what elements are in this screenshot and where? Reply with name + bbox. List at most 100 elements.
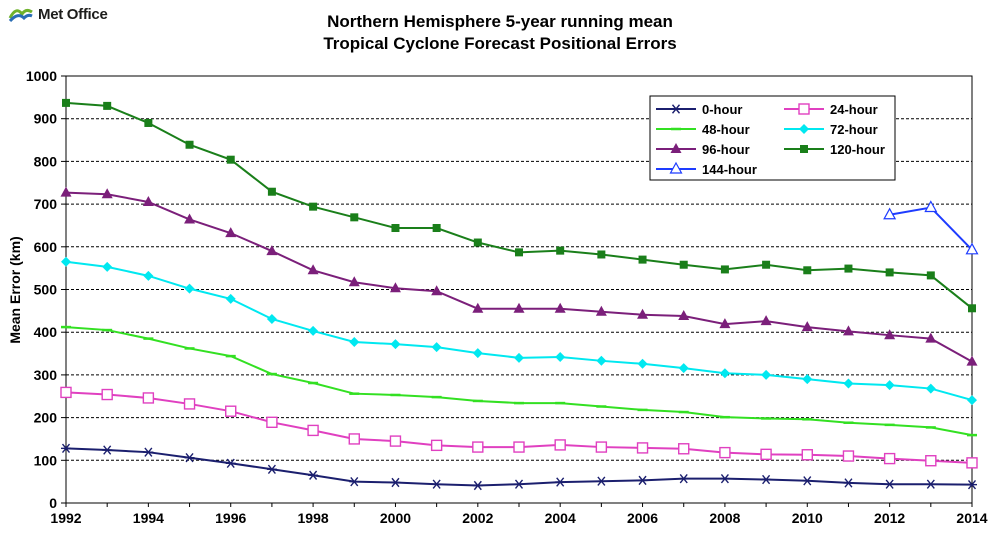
data-point bbox=[389, 435, 402, 447]
legend-marker bbox=[670, 143, 682, 153]
x-tick-label: 1992 bbox=[50, 510, 81, 526]
data-point bbox=[843, 378, 854, 389]
data-point bbox=[307, 424, 319, 437]
data-point bbox=[637, 308, 649, 319]
data-point bbox=[431, 479, 442, 489]
data-point bbox=[62, 98, 70, 107]
data-point bbox=[308, 325, 319, 336]
legend-item-144-hour: 144-hour bbox=[656, 161, 757, 177]
data-point bbox=[966, 355, 978, 366]
data-point bbox=[514, 479, 524, 489]
y-tick-label: 800 bbox=[34, 153, 58, 169]
legend-marker bbox=[671, 104, 681, 114]
data-point bbox=[679, 260, 688, 269]
data-point bbox=[802, 476, 813, 486]
y-tick-label: 200 bbox=[34, 410, 58, 426]
data-point bbox=[102, 445, 113, 455]
data-point bbox=[596, 355, 607, 366]
data-point bbox=[60, 386, 72, 399]
legend-item-72-hour: 72-hour bbox=[784, 122, 878, 137]
data-point bbox=[514, 352, 524, 363]
chart-title: Northern Hemisphere 5-year running mean … bbox=[250, 11, 750, 55]
data-point bbox=[226, 155, 235, 164]
data-point bbox=[802, 374, 813, 385]
data-point bbox=[184, 213, 196, 224]
data-point bbox=[431, 342, 442, 353]
data-point bbox=[184, 283, 195, 294]
x-tick-label: 2002 bbox=[462, 510, 493, 526]
data-point bbox=[143, 270, 154, 281]
data-point bbox=[678, 363, 689, 374]
data-point bbox=[391, 224, 400, 233]
series-line-96-hour bbox=[65, 191, 973, 363]
legend-marker bbox=[798, 103, 810, 115]
data-point bbox=[554, 439, 566, 451]
data-point bbox=[472, 441, 484, 453]
data-point bbox=[513, 302, 525, 313]
data-point bbox=[720, 265, 729, 274]
x-tick-label: 2000 bbox=[380, 510, 411, 526]
legend-label: 120-hour bbox=[830, 142, 885, 157]
data-point bbox=[389, 282, 401, 293]
x-tick-label: 1996 bbox=[215, 510, 246, 526]
data-point bbox=[225, 458, 236, 468]
data-point bbox=[801, 449, 813, 461]
data-point bbox=[925, 455, 937, 467]
y-tick-label: 400 bbox=[34, 324, 58, 340]
series-line-144-hour bbox=[889, 206, 973, 251]
data-point bbox=[678, 309, 690, 320]
legend-label: 24-hour bbox=[830, 102, 878, 117]
data-point bbox=[60, 186, 72, 197]
data-point bbox=[308, 470, 319, 480]
data-point bbox=[432, 224, 441, 233]
data-point bbox=[761, 474, 772, 485]
data-point bbox=[884, 329, 896, 340]
data-point bbox=[885, 268, 894, 277]
data-point bbox=[556, 246, 565, 255]
data-point bbox=[803, 266, 812, 275]
data-point bbox=[225, 405, 237, 417]
y-tick-label: 100 bbox=[34, 452, 58, 468]
data-point bbox=[472, 480, 483, 491]
data-point bbox=[678, 473, 689, 484]
chart-gridlines bbox=[66, 118, 972, 461]
legend-item-48-hour: 48-hour bbox=[656, 122, 750, 137]
data-point bbox=[637, 358, 648, 369]
legend-item-0-hour: 0-hour bbox=[656, 102, 742, 117]
x-tick-label: 2008 bbox=[709, 510, 740, 526]
data-point bbox=[266, 245, 278, 256]
data-point bbox=[266, 313, 277, 324]
data-point bbox=[390, 339, 401, 350]
data-point bbox=[555, 477, 566, 487]
data-point bbox=[267, 187, 276, 196]
data-point bbox=[225, 293, 236, 304]
legend-item-120-hour: 120-hour bbox=[784, 142, 885, 157]
data-point bbox=[307, 264, 319, 275]
data-point bbox=[762, 260, 771, 269]
data-point bbox=[309, 202, 318, 211]
y-tick-label: 0 bbox=[49, 495, 57, 511]
legend-label: 48-hour bbox=[702, 122, 750, 137]
x-tick-label: 2006 bbox=[627, 510, 658, 526]
data-point bbox=[595, 441, 608, 453]
data-point bbox=[761, 369, 772, 380]
data-point bbox=[101, 188, 113, 199]
legend-item-96-hour: 96-hour bbox=[656, 142, 750, 157]
data-point bbox=[595, 305, 607, 316]
x-tick-label: 1998 bbox=[298, 510, 329, 526]
data-point bbox=[430, 439, 443, 452]
data-point bbox=[926, 271, 935, 280]
data-point bbox=[924, 200, 938, 213]
data-point bbox=[183, 398, 196, 410]
data-point bbox=[513, 441, 525, 453]
data-point bbox=[225, 227, 237, 238]
data-point bbox=[884, 380, 895, 391]
data-point bbox=[801, 321, 813, 332]
data-point bbox=[554, 302, 566, 313]
legend-label: 72-hour bbox=[830, 122, 878, 137]
data-point bbox=[925, 479, 936, 489]
y-tick-label: 600 bbox=[34, 239, 58, 255]
data-point bbox=[515, 248, 523, 257]
data-point bbox=[266, 464, 277, 474]
